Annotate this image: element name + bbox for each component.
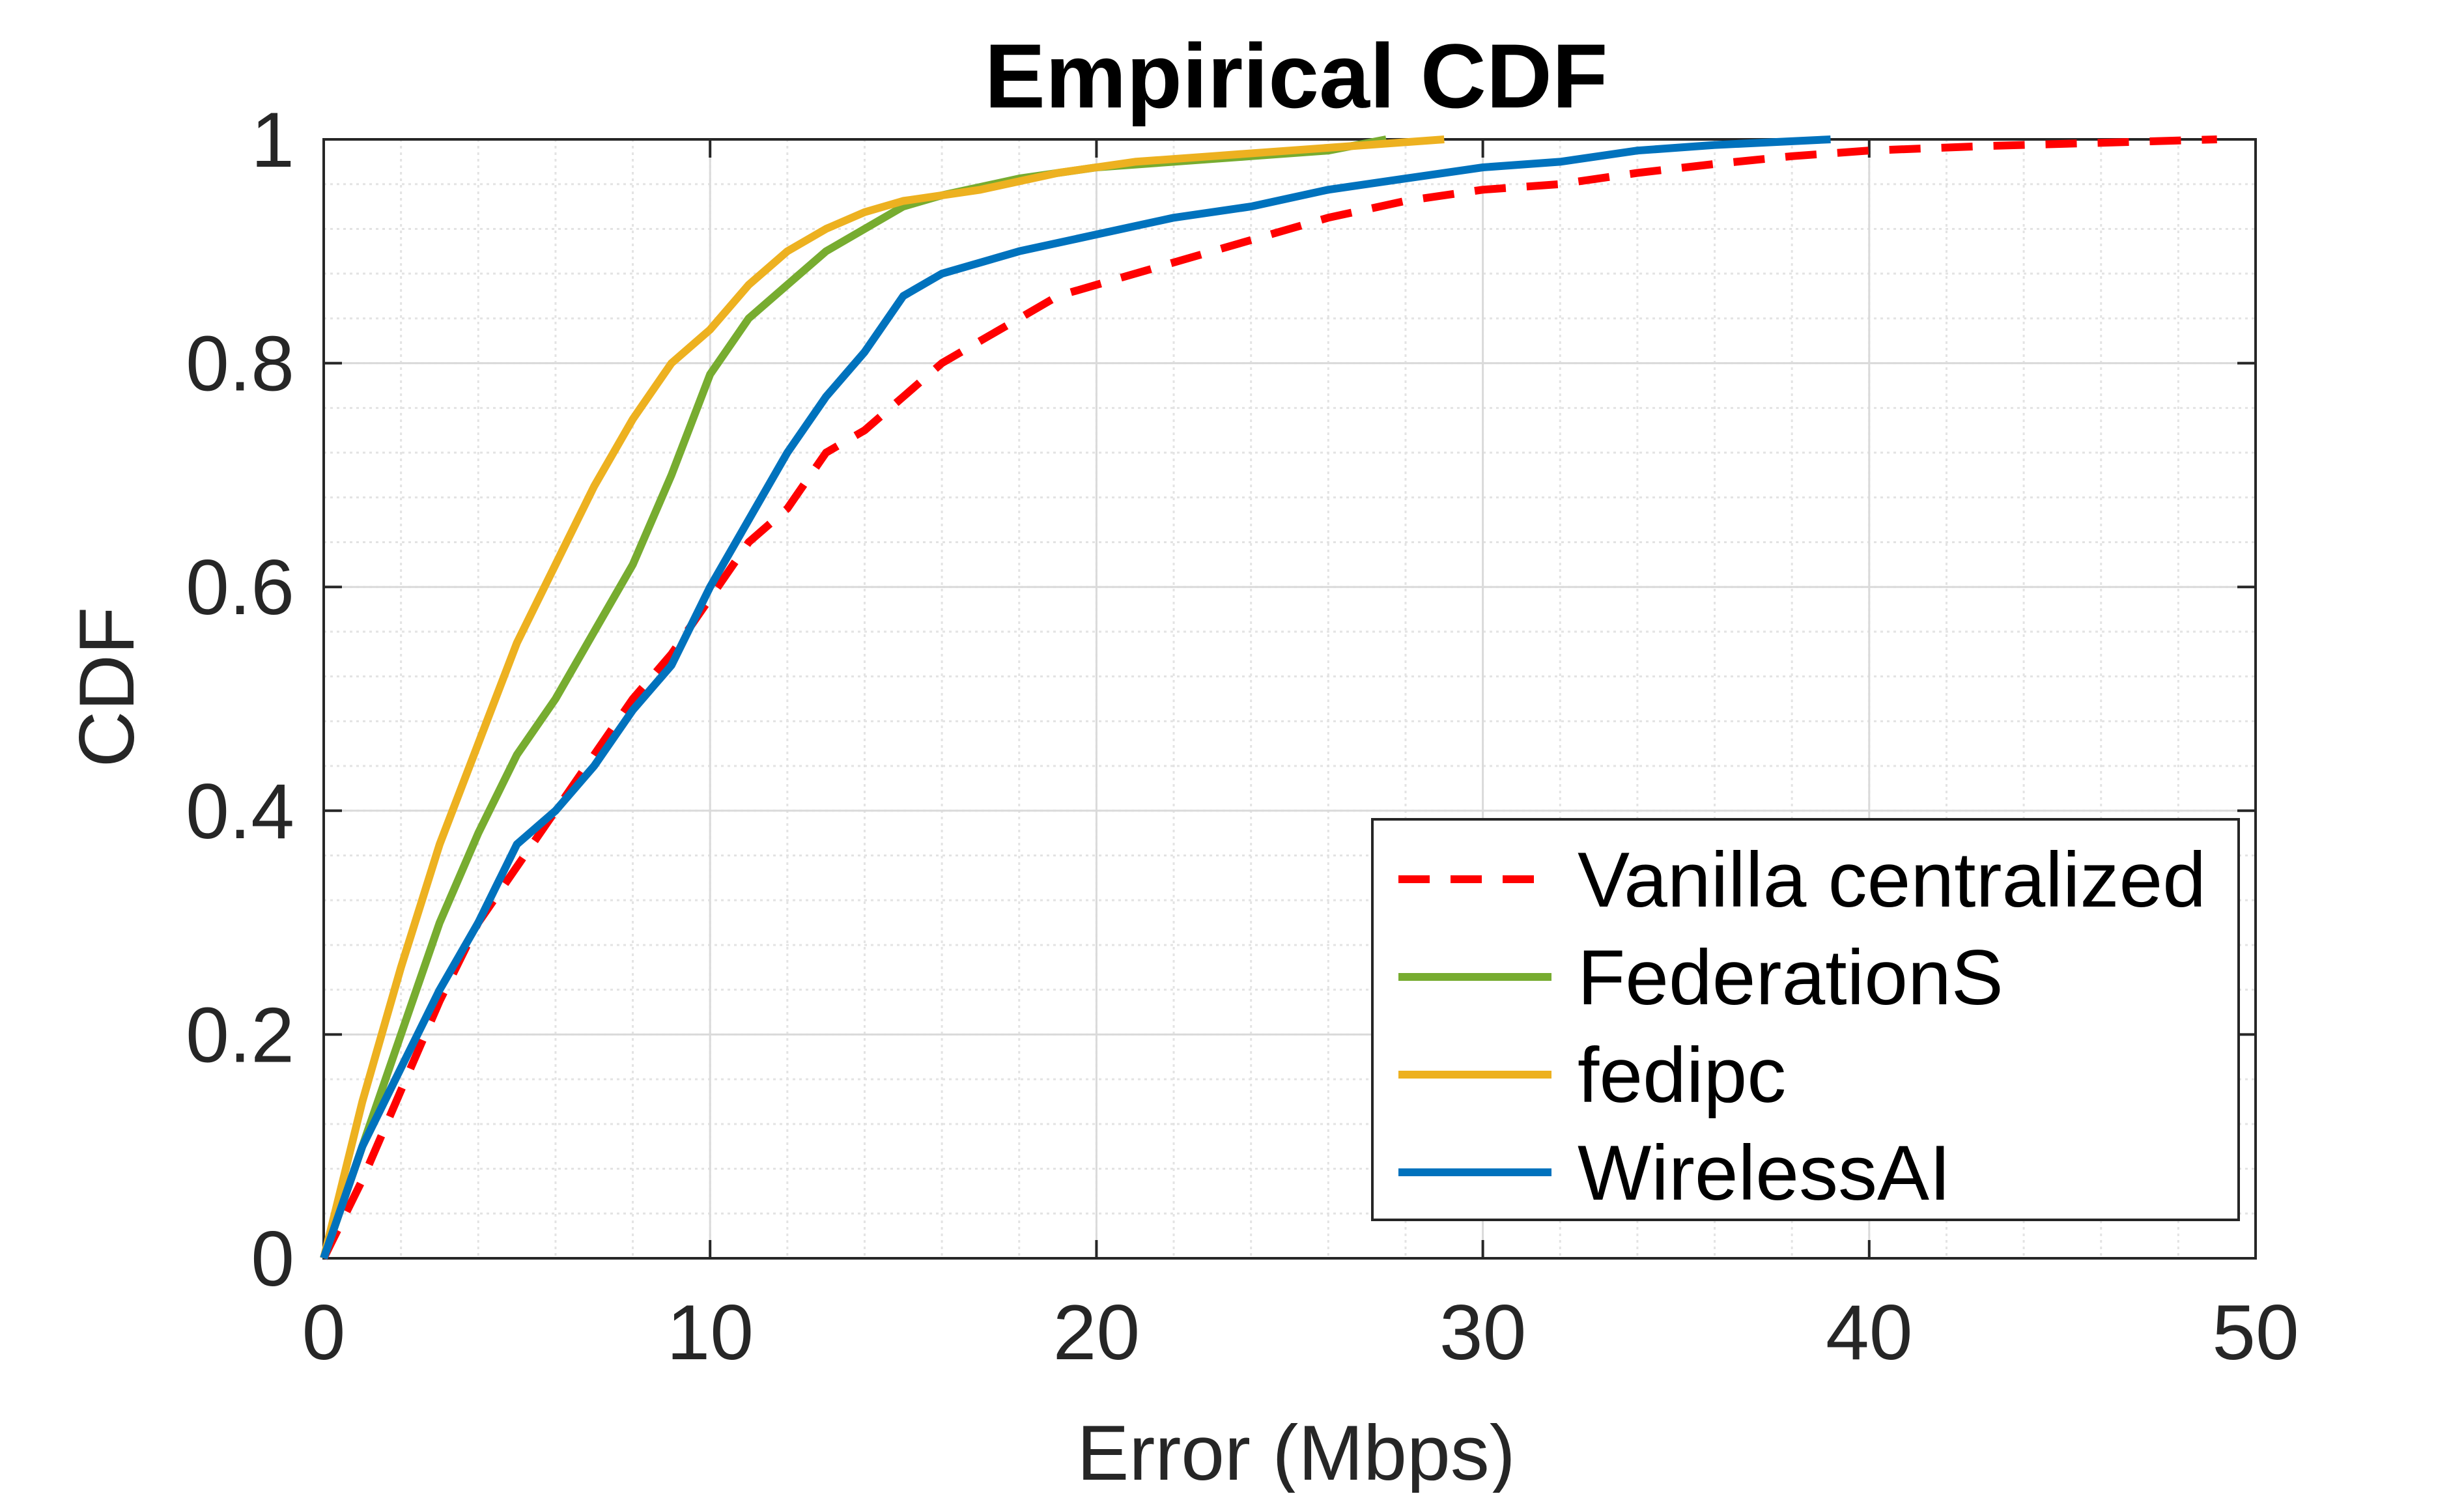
y-tick-label: 0.2	[186, 991, 294, 1079]
series-line-wirelessai	[320, 135, 1831, 1260]
x-axis-label: Error (Mbps)	[1077, 1409, 1515, 1493]
axes: 0 10 20 30 40 50 0 0.2 0.4 0.6 0.8 1	[186, 96, 2299, 1376]
series-line-vanilla-centralized	[320, 135, 2217, 1260]
series-line-fedipc	[320, 135, 1445, 1260]
legend-box	[1371, 818, 2240, 1221]
y-axis-label: CDF	[63, 607, 150, 768]
series-lines	[320, 135, 2217, 1260]
legend: Vanilla centralized FederationS fedipc Wire…	[1371, 818, 2240, 1221]
legend-label: Vanilla centralized	[1578, 836, 2206, 924]
y-tick-label: 0	[251, 1215, 294, 1303]
y-tick-label: 0.8	[186, 320, 294, 408]
x-tick-label: 40	[1826, 1289, 1912, 1376]
x-tick-label: 50	[2212, 1289, 2299, 1376]
legend-label: FederationS	[1578, 934, 2004, 1021]
y-tick-label: 1	[251, 96, 294, 184]
y-tick-label: 0.6	[186, 544, 294, 631]
legend-label: WirelessAI	[1578, 1129, 1951, 1217]
plot-area-border	[322, 138, 2257, 1260]
legend-label: fedipc	[1578, 1032, 1786, 1119]
y-tick-label: 0.4	[186, 768, 294, 855]
x-tick-label: 10	[666, 1289, 753, 1376]
x-tick-label: 0	[302, 1289, 346, 1376]
x-tick-label: 20	[1053, 1289, 1140, 1376]
x-tick-label: 30	[1439, 1289, 1526, 1376]
chart-title: Empirical CDF	[985, 25, 1608, 127]
